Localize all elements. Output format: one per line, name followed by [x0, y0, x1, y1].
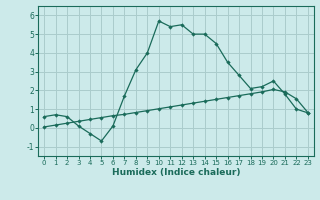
X-axis label: Humidex (Indice chaleur): Humidex (Indice chaleur) [112, 168, 240, 177]
